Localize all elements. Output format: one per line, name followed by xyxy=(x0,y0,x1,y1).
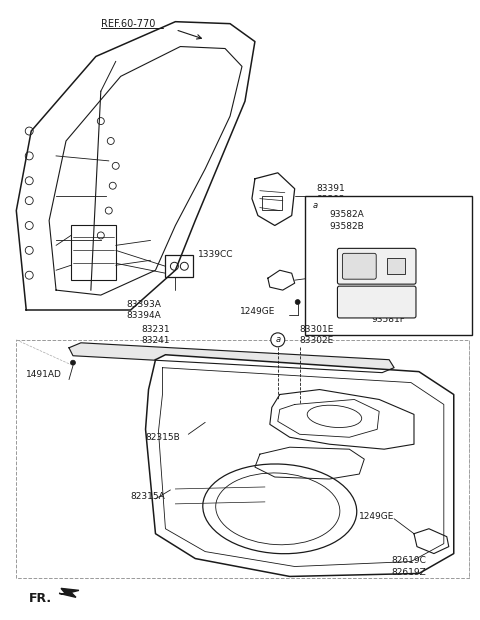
Polygon shape xyxy=(69,343,394,373)
Circle shape xyxy=(309,198,323,213)
Circle shape xyxy=(350,293,368,311)
Circle shape xyxy=(168,484,173,489)
Text: 1249GE: 1249GE xyxy=(360,512,395,521)
Text: 83301E
83302E: 83301E 83302E xyxy=(300,325,334,345)
Circle shape xyxy=(170,262,179,270)
Text: 1339CC: 1339CC xyxy=(198,250,234,259)
Text: 82315B: 82315B xyxy=(145,433,180,442)
FancyBboxPatch shape xyxy=(342,254,376,279)
FancyBboxPatch shape xyxy=(337,249,416,284)
Circle shape xyxy=(271,333,285,347)
Text: 93582A
93582B: 93582A 93582B xyxy=(329,210,364,231)
FancyBboxPatch shape xyxy=(337,286,416,318)
Text: 82315A: 82315A xyxy=(131,492,166,502)
Text: 83231
83241: 83231 83241 xyxy=(141,325,170,345)
Text: FR.: FR. xyxy=(29,592,52,605)
Bar xyxy=(305,196,472,335)
Circle shape xyxy=(180,262,188,270)
Text: a: a xyxy=(313,201,318,210)
Text: a: a xyxy=(275,335,280,344)
Text: 1491AD: 1491AD xyxy=(26,370,62,379)
Text: 83391
83392: 83391 83392 xyxy=(316,184,345,204)
Circle shape xyxy=(355,298,363,306)
Bar xyxy=(166,255,193,277)
Text: 82619C
82619Z: 82619C 82619Z xyxy=(392,557,426,577)
Polygon shape xyxy=(59,588,79,597)
Text: 83393A
83394A: 83393A 83394A xyxy=(126,300,161,320)
Polygon shape xyxy=(145,355,454,577)
Circle shape xyxy=(295,299,300,304)
Circle shape xyxy=(71,360,75,365)
Bar xyxy=(71,226,116,280)
Circle shape xyxy=(414,533,418,537)
Text: 1249GE: 1249GE xyxy=(240,308,276,316)
Bar xyxy=(387,259,405,274)
Bar xyxy=(16,340,468,578)
Text: 93581F: 93581F xyxy=(371,316,405,324)
Bar xyxy=(262,196,282,210)
Text: REF.60-770: REF.60-770 xyxy=(101,19,155,29)
Text: 83714F
83724S: 83714F 83724S xyxy=(312,264,346,284)
Circle shape xyxy=(203,417,208,422)
